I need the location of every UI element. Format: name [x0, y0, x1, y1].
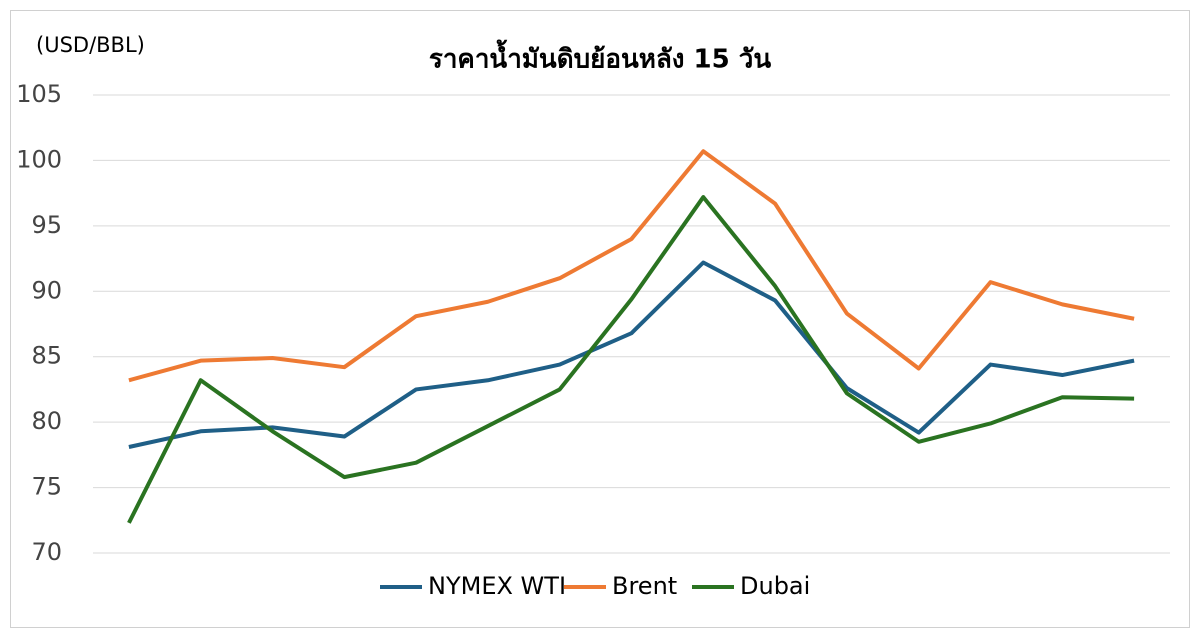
data-line [128, 149, 1135, 383]
legend-label: Dubai [740, 572, 810, 600]
data-line [128, 260, 1135, 449]
y-tick-label: 70 [31, 538, 62, 566]
y-tick-label: 85 [31, 342, 62, 370]
legend-label: NYMEX WTI [428, 572, 566, 600]
y-tick-label: 95 [31, 211, 62, 239]
y-axis-label: (USD/BBL) [36, 33, 145, 57]
y-tick-label: 80 [31, 407, 62, 435]
legend-label: Brent [612, 572, 677, 600]
y-tick-label: 90 [31, 276, 62, 304]
chart-title: ราคาน้ำมันดิบย้อนหลัง 15 วัน [429, 39, 772, 75]
chart-border [10, 10, 1190, 628]
data-line [127, 195, 1135, 524]
y-tick-label: 75 [31, 473, 62, 501]
y-tick-label: 105 [16, 80, 62, 108]
y-tick-label: 100 [16, 145, 62, 173]
